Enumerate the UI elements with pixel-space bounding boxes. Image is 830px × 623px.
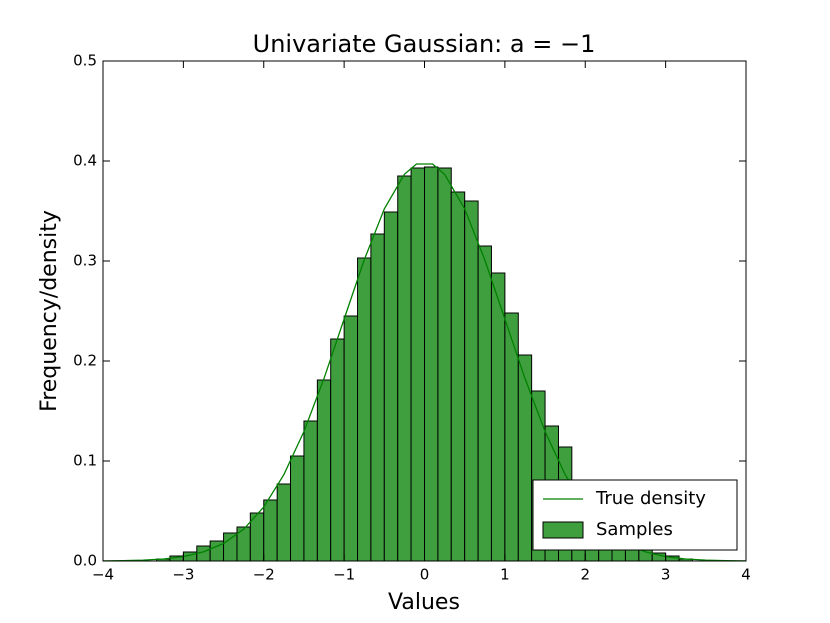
histogram-bar: [303, 420, 318, 562]
x-tick-label: −2: [253, 566, 275, 584]
legend-label: Samples: [596, 519, 673, 540]
chart-title: Univariate Gaussian: a = −1: [253, 30, 596, 58]
y-tick-label: 0.3: [73, 252, 97, 270]
legend-swatch: [542, 521, 584, 539]
histogram-bar: [357, 257, 372, 562]
histogram-bar: [424, 166, 439, 562]
x-tick-label: 1: [500, 566, 510, 584]
histogram-bar: [263, 499, 278, 562]
histogram-bar: [464, 200, 479, 562]
y-tick-label: 0.4: [73, 152, 97, 170]
legend: True density Samples: [532, 479, 738, 551]
x-axis-label: Values: [388, 590, 460, 615]
x-tick-label: −3: [172, 566, 194, 584]
histogram-bar: [504, 312, 519, 562]
x-tick-label: 0: [420, 566, 430, 584]
histogram-bar: [517, 354, 533, 562]
y-tick-label: 0.1: [73, 452, 97, 470]
x-tick-label: −4: [92, 566, 114, 584]
y-tick-label: 0.0: [73, 552, 97, 570]
x-tick-label: 2: [580, 566, 590, 584]
histogram-bar: [477, 245, 492, 562]
histogram-bar: [276, 483, 292, 562]
histogram-bar: [397, 175, 412, 562]
histogram-bar: [330, 338, 345, 562]
y-tick-label: 0.5: [73, 52, 97, 70]
histogram-bar: [343, 315, 359, 562]
histogram-bar: [316, 379, 332, 562]
histogram-bar: [410, 167, 425, 562]
y-axis-label: Frequency/density: [37, 210, 62, 412]
histogram-bar: [223, 532, 238, 562]
x-tick-label: 3: [661, 566, 671, 584]
histogram-bar: [383, 211, 399, 562]
x-tick-label: −1: [333, 566, 355, 584]
histogram-bar: [437, 167, 452, 562]
legend-label: True density: [595, 488, 706, 509]
histogram-bar: [370, 233, 385, 562]
histogram-bar: [450, 191, 466, 562]
y-tick-label: 0.2: [73, 352, 97, 370]
x-tick-label: 4: [741, 566, 751, 584]
histogram-bar: [490, 272, 506, 562]
histogram-bar: [290, 455, 305, 562]
